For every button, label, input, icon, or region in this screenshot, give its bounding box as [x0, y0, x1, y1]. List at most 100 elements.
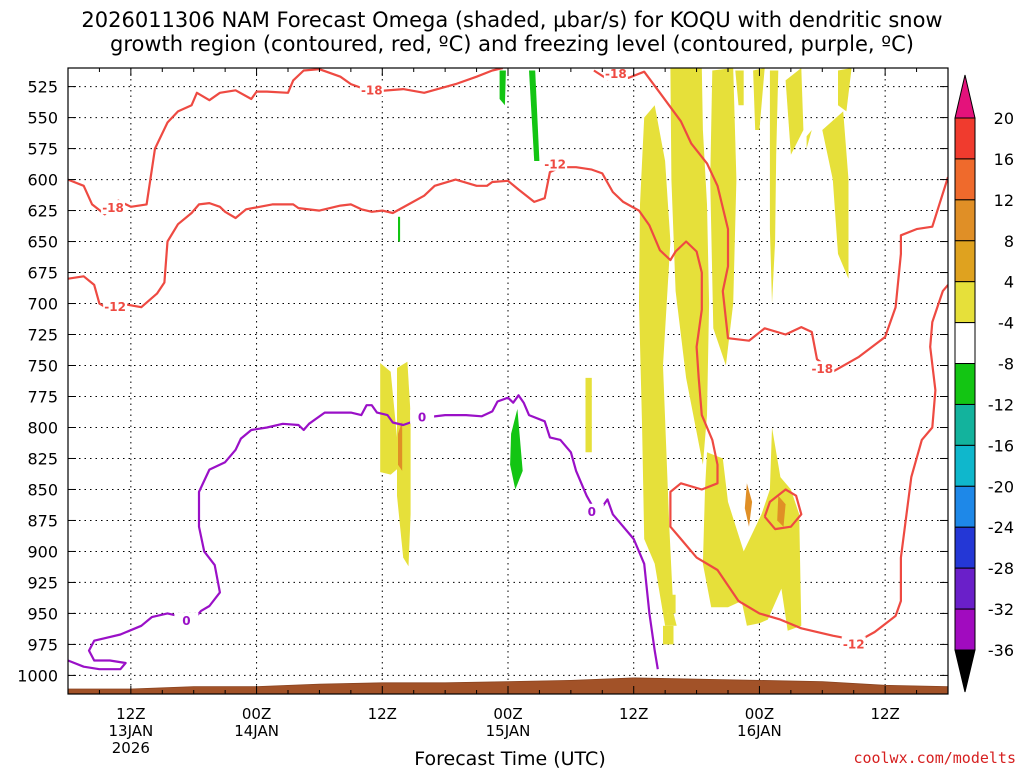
colorbar-tick-label: -28: [988, 559, 1014, 578]
colorbar-bin: [954, 281, 976, 324]
omega-region-upward-16: [806, 130, 812, 149]
y-tick-label: 550: [27, 109, 58, 128]
omega-region-upward-17: [822, 111, 849, 279]
x-tick-label: 16JAN: [737, 722, 782, 740]
contour-label: -18: [811, 362, 833, 376]
x-tick-label: 2026: [112, 739, 150, 757]
contour-label: -18: [102, 201, 124, 215]
omega-region-upward-8: [639, 105, 677, 626]
contour-label-bg: [543, 156, 568, 171]
omega-region-downward-4: [529, 70, 540, 161]
colorbar-bin: [954, 199, 976, 242]
colorbar-bin: [954, 322, 976, 365]
y-tick-label: 925: [27, 573, 58, 592]
y-tick-label: 750: [27, 357, 58, 376]
colorbar-tick-label: 12: [994, 191, 1014, 210]
colorbar-tick-label: -36: [988, 641, 1014, 660]
contour-line--12-3: [763, 488, 803, 531]
omega-region-upward-14: [769, 70, 779, 304]
y-tick-label: 800: [27, 418, 58, 437]
colorbar-bin: [954, 567, 976, 610]
omega-region-upward-1: [397, 361, 411, 567]
chart-title-line-2: growth region (contoured, red, ºC) and f…: [110, 32, 914, 56]
y-tick-label: 875: [27, 511, 58, 530]
omega-region-upward-21: [744, 483, 753, 527]
omega-region-upward-20: [663, 625, 674, 645]
contour-label: -18: [361, 83, 383, 97]
x-axis-label: Forecast Time (UTC): [414, 748, 605, 768]
colorbar-bin: [954, 444, 976, 487]
terrain-surface: [68, 677, 948, 694]
colorbar-bin: [954, 117, 976, 160]
colorbar: 20 16 12 8 4 -4 -8 -12 -16 -20 -24 -28 -32 -36: [954, 74, 1014, 693]
colorbar-bottom-arrow: [954, 649, 976, 693]
credit-text: coolwx.com/modelts: [853, 749, 1016, 767]
omega-region-upward-2: [398, 421, 403, 471]
contour-label: 0: [588, 505, 596, 519]
omega-region-downward-3: [499, 70, 506, 106]
x-tick-label: 14JAN: [234, 722, 279, 740]
y-tick-label: 600: [27, 171, 58, 190]
colorbar-tick-label: 16: [994, 150, 1014, 169]
colorbar-tick-label: -24: [988, 518, 1014, 537]
omega-region-upward-22: [777, 495, 786, 527]
colorbar-tick-label: 4: [1004, 273, 1014, 292]
contour-label: -18: [605, 67, 627, 81]
y-tick-label: 1000: [17, 666, 58, 685]
contour-line--18-0: [68, 68, 504, 216]
colorbar-bin: [954, 363, 976, 405]
y-tick-label: 950: [27, 604, 58, 623]
colorbar-tick-label: 20: [994, 109, 1014, 128]
contour-line-0-4: [68, 394, 659, 671]
gridlines: [68, 68, 948, 694]
y-tick-label: 625: [27, 202, 58, 221]
y-tick-label: 575: [27, 140, 58, 159]
x-tick-label: 00Z: [745, 705, 774, 723]
contour-label: -12: [843, 637, 865, 651]
y-tick-label: 850: [27, 480, 58, 499]
x-tick-label: 15JAN: [486, 722, 531, 740]
y-tick-label: 975: [27, 635, 58, 654]
contour-label-bg: [841, 636, 866, 651]
contour-label: -12: [544, 158, 566, 172]
contour-line--12-2: [68, 166, 948, 642]
omega-region-downward-5: [398, 216, 401, 242]
y-tick-label: 775: [27, 387, 58, 406]
omega-region-upward-11: [735, 70, 744, 106]
x-tick-label: 00Z: [493, 705, 522, 723]
colorbar-bin: [954, 526, 976, 569]
colorbar-bin: [954, 403, 976, 446]
colorbar-tick-label: -4: [998, 314, 1014, 333]
contours: -18 -18 -18 -18 -12 -12 -12 0 0 0: [68, 67, 948, 671]
contour-label-bg: [579, 503, 604, 518]
contour-line--18-1: [593, 69, 948, 373]
x-tick-label: 13JAN: [108, 722, 153, 740]
x-tick-label: 00Z: [242, 705, 271, 723]
y-tick-label: 650: [27, 233, 58, 252]
x-tick-label: 12Z: [116, 705, 145, 723]
omega-region-upward-15: [785, 68, 804, 155]
y-tick-label: 825: [27, 449, 58, 468]
contour-label-bg: [410, 409, 435, 424]
y-tick-label: 675: [27, 264, 58, 283]
y-axis: 525 550 575 600 625 650 675 700 725 750 775 800 825 8…: [17, 78, 948, 685]
colorbar-tick-label: -12: [988, 395, 1014, 414]
omega-region-upward-9: [670, 68, 710, 465]
colorbar-bin: [954, 608, 976, 651]
contour-label-bg: [810, 361, 835, 376]
omega-shading: [380, 68, 852, 645]
omega-region-upward-19: [663, 594, 676, 614]
colorbar-bin: [954, 240, 976, 283]
omega-region-upward-10: [710, 68, 737, 366]
contour-label: -12: [104, 300, 126, 314]
colorbar-tick-label: -32: [988, 600, 1014, 619]
contour-label-bg: [359, 82, 384, 97]
x-tick-label: 12Z: [368, 705, 397, 723]
omega-region-upward-18: [838, 68, 852, 112]
contour-label-bg: [103, 299, 128, 314]
contour-label: 0: [418, 411, 426, 425]
chart-title-line-1: 2026011306 NAM Forecast Omega (shaded, µ…: [81, 8, 942, 32]
x-tick-label: 12Z: [870, 705, 899, 723]
